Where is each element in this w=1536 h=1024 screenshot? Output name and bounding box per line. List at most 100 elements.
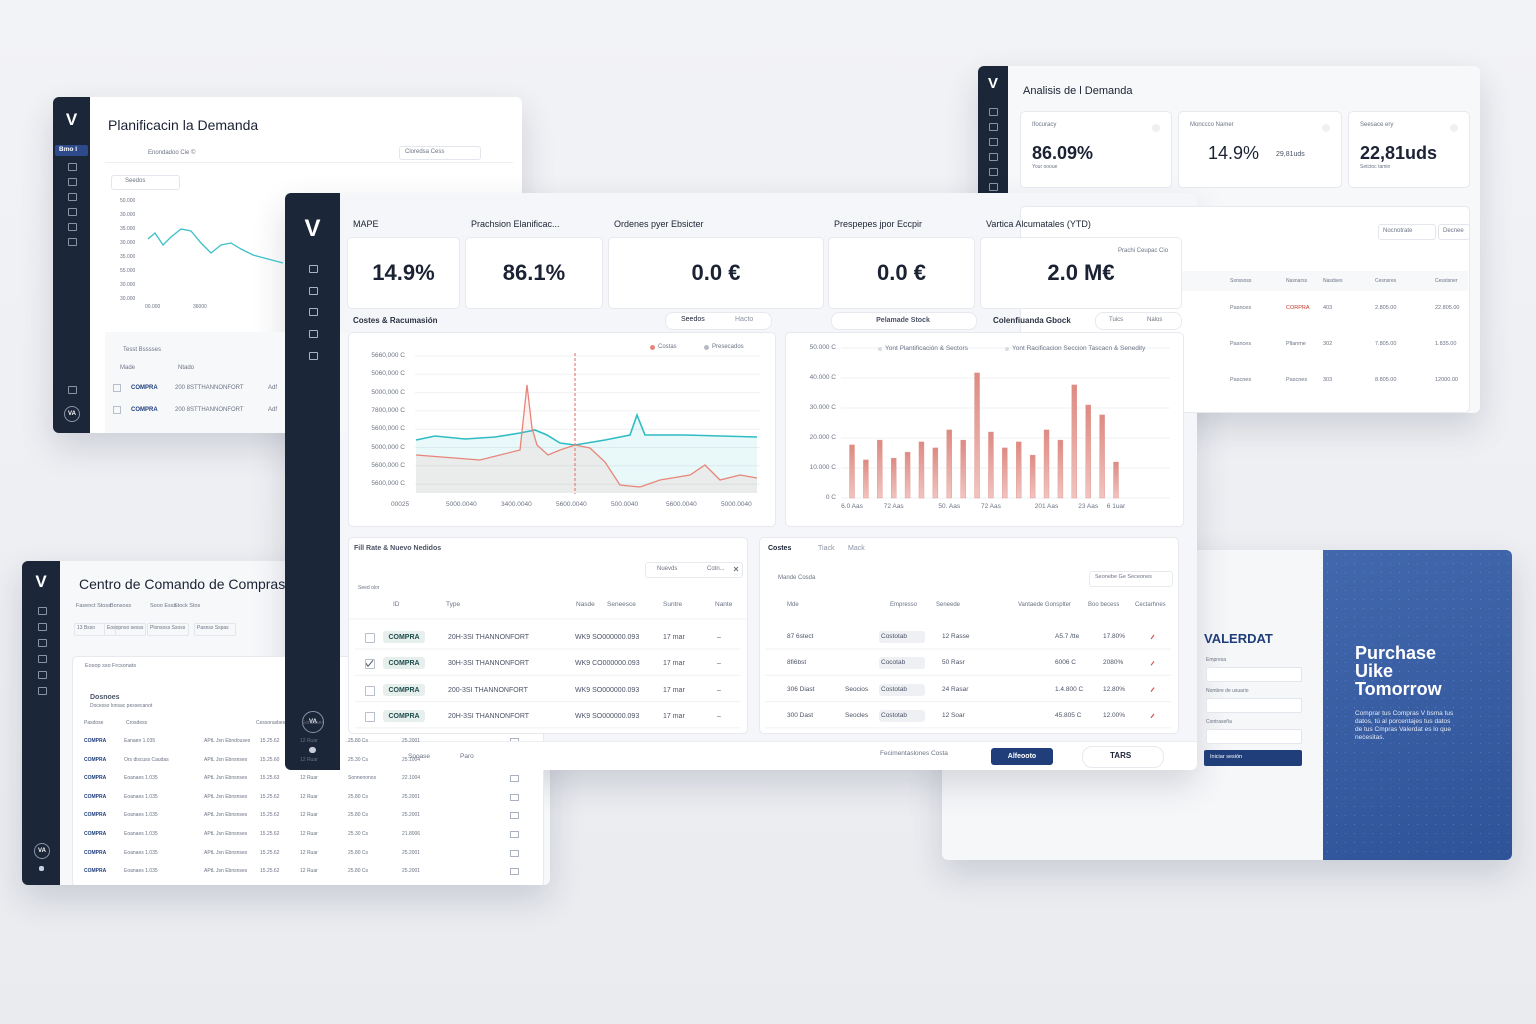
footer-item: Fecimentaslones Costa [880, 750, 948, 757]
y-label: 5600,000 C [371, 425, 405, 433]
y-tick-label: 10.000 C [809, 464, 836, 471]
cell: 15.25.62 [260, 793, 280, 800]
section-title: Costes & Racumasión [353, 316, 438, 325]
tab: Tiack [818, 545, 835, 552]
sidebar: V [285, 193, 340, 770]
metric-value: 86.09% [1032, 143, 1094, 163]
cell: WK9 CO000000.093 [575, 660, 640, 668]
kpi-label: Prachsion Elanificac... [471, 219, 560, 229]
cell: WK9 SO000000.093 [575, 686, 640, 694]
cell: 12 Ruar [300, 775, 318, 782]
nav-icon [989, 108, 998, 116]
cell: 21.8006 [402, 831, 421, 837]
kpi-label: Ordenes pyer Ebsicter [614, 219, 704, 229]
bar [1016, 441, 1022, 499]
cell: 1.4.800 C [1055, 685, 1084, 693]
cell: 8fi6bst [787, 659, 807, 667]
menu-button[interactable] [1082, 746, 1164, 768]
button-label: Decnee [1443, 228, 1464, 234]
cell: 15.25.62 [260, 831, 280, 837]
tab: Mack [848, 545, 865, 552]
y-label: 5600,000 C [371, 480, 405, 488]
kpi-value: 14.9% [372, 260, 435, 285]
cell: 20H-3SI THANNONFORT [448, 712, 530, 720]
trend-line [147, 228, 284, 264]
row-icon [510, 849, 519, 857]
x-tick-label: 72 Aas [980, 503, 1001, 510]
filter-label: Seedos [125, 178, 146, 184]
metric-note: 29,81uds [1276, 151, 1305, 158]
cell: Pascnes [1286, 377, 1308, 383]
cell: Sonnenonos [348, 775, 377, 782]
pill [831, 312, 977, 330]
primary-button-label: Alfeooto [1007, 753, 1037, 760]
login-button-label: Iniciar sesión [1210, 754, 1243, 760]
cell: 12 Ruar [300, 868, 318, 875]
column-header: Suntre [663, 601, 683, 608]
filter-box [74, 623, 116, 636]
column-header: Ssnssoss [1230, 278, 1252, 284]
cell: 1.835.00 [1435, 341, 1457, 347]
headline: Purchase Uike Tomorrow [1355, 643, 1442, 699]
x-label: 500.0040 [611, 501, 639, 508]
x-label: 5000.0040 [446, 501, 477, 508]
mini-chart [147, 228, 284, 264]
primary-button[interactable] [991, 748, 1053, 765]
y-label: 55.000 [120, 268, 136, 274]
metric-label: Monccco Namer [1190, 122, 1234, 128]
menu-label: TARS [1110, 751, 1132, 760]
brand-panel [1323, 550, 1512, 860]
login-button[interactable] [1204, 750, 1302, 766]
column-header: Mde [787, 602, 799, 608]
metric-card [1348, 111, 1470, 188]
chip: Stock Stos [174, 603, 201, 609]
tabs [665, 312, 772, 330]
y-label: 5000,000 C [371, 388, 405, 396]
footer-item: Paro [460, 753, 474, 760]
status-pill [879, 657, 925, 670]
bell-icon [39, 866, 44, 871]
cell: – [717, 634, 721, 641]
section-title: Colenfiuanda Gbock [993, 316, 1071, 325]
nav-icon [38, 607, 47, 615]
button [1378, 224, 1436, 240]
filter: Pasnss Sspas [197, 625, 229, 631]
kpi-card: 0.0 € [608, 237, 824, 309]
table-caption: Tesst Bsssses [123, 347, 162, 353]
bar [1113, 461, 1119, 499]
tab: Tuics [1109, 317, 1124, 323]
cell: 17 mar [663, 712, 685, 720]
y-label: 7800,000 C [371, 406, 405, 414]
cell: 8.805.00 [1375, 377, 1397, 383]
legend-dot [704, 345, 709, 350]
cell: 200 8STTHANNONFORT [175, 407, 244, 413]
cell: Eanaen 1.035 [124, 738, 156, 744]
cell: 15.25.62 [260, 812, 280, 819]
cell: Costotab [881, 633, 908, 640]
kpi-label: MAPE [353, 219, 379, 229]
kpi-value: 2.0 M€ [1047, 260, 1115, 285]
kpi-note: Prachi Ceupac Cio [1118, 248, 1169, 254]
x-label: 5000.0040 [721, 501, 752, 508]
legend-label: Yont Plantificación & Sectors [885, 345, 968, 352]
cell: 6006 C [1055, 659, 1076, 667]
column-header: Seneede [936, 602, 961, 608]
nav-icon [68, 208, 77, 216]
logo: V [304, 215, 321, 242]
bar [988, 431, 994, 499]
cell: 12000.00 [1435, 377, 1458, 383]
toolbar-field [399, 146, 481, 160]
bar [863, 459, 869, 499]
cell: WK9 SO000000.093 [575, 712, 640, 720]
column-header: Type [446, 601, 461, 608]
filter: Nuevds [657, 566, 678, 572]
bar [1085, 404, 1091, 499]
metric-note: Your oooue [1032, 164, 1058, 170]
filter: Cotn... [707, 566, 725, 572]
cell: COMPRA [131, 407, 158, 413]
cell: 25.30 Cs [348, 831, 369, 837]
legend-dot [1005, 347, 1009, 351]
cell: Eoanaes 1.035 [124, 849, 158, 856]
sidebar: V [22, 561, 60, 885]
x-tick-label: 6 1uar [1106, 503, 1126, 510]
